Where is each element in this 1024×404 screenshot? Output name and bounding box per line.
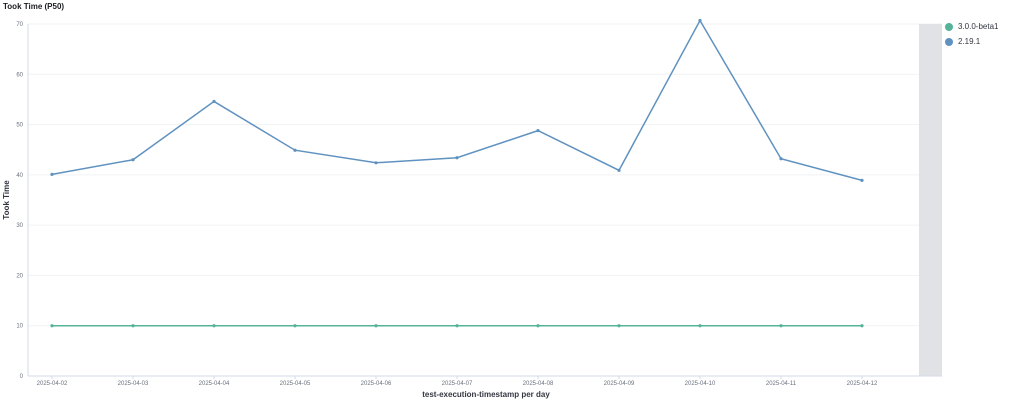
x-tick-label: 2025-04-08: [523, 381, 554, 387]
data-point-2-19-1[interactable]: [293, 148, 297, 152]
x-tick-label: 2025-04-10: [685, 381, 716, 387]
data-point-2-19-1[interactable]: [698, 18, 702, 23]
data-point-2-19-1[interactable]: [617, 168, 621, 172]
data-point-3-0-0-beta1[interactable]: [617, 324, 621, 328]
panel-title: Took Time (P50): [3, 2, 65, 11]
chart-axes: 0 10 20 30 40 50 60 70 2025-04-02 2025-04-03 2025-…: [16, 22, 942, 387]
data-point-2-19-1[interactable]: [131, 158, 135, 162]
data-point-3-0-0-beta1[interactable]: [50, 324, 54, 328]
data-point-2-19-1[interactable]: [860, 178, 864, 182]
data-point-3-0-0-beta1[interactable]: [536, 324, 540, 328]
y-tick-label: 70: [16, 22, 23, 28]
legend-dot-icon: [945, 37, 953, 46]
data-point-3-0-0-beta1[interactable]: [212, 324, 216, 328]
x-tick-label: 2025-04-03: [118, 381, 149, 387]
data-point-2-19-1[interactable]: [455, 156, 459, 160]
x-tick-label: 2025-04-11: [766, 381, 797, 387]
data-point-2-19-1[interactable]: [374, 161, 378, 165]
data-point-2-19-1[interactable]: [212, 99, 216, 104]
legend: 3.0.0-beta1 2.19.1: [945, 19, 998, 49]
y-tick-label: 20: [16, 273, 23, 279]
legend-dot-icon: [945, 22, 953, 31]
x-tick-label: 2025-04-04: [199, 381, 230, 387]
data-point-2-19-1[interactable]: [536, 129, 540, 133]
data-point-3-0-0-beta1[interactable]: [374, 324, 378, 328]
legend-scroll-bar[interactable]: [919, 24, 942, 376]
data-point-3-0-0-beta1[interactable]: [455, 324, 459, 328]
x-tick-label: 2025-04-12: [847, 381, 878, 387]
x-tick-label: 2025-04-05: [280, 381, 311, 387]
x-axis-title: test-execution-timestamp per day: [422, 390, 550, 399]
legend-item-2-19-1[interactable]: 2.19.1: [945, 34, 998, 49]
data-point-3-0-0-beta1[interactable]: [293, 324, 297, 328]
y-tick-label: 30: [16, 223, 23, 229]
chart-series: [50, 18, 864, 328]
y-tick-label: 0: [20, 374, 24, 380]
legend-item-3-0-0-beta1[interactable]: 3.0.0-beta1: [945, 19, 998, 34]
x-tick-label: 2025-04-07: [442, 381, 473, 387]
data-point-3-0-0-beta1[interactable]: [779, 324, 783, 328]
chart-gridlines: [28, 23, 942, 327]
y-tick-label: 50: [16, 123, 23, 129]
x-tick-label: 2025-04-09: [604, 381, 635, 387]
data-point-3-0-0-beta1[interactable]: [860, 324, 864, 328]
data-point-2-19-1[interactable]: [50, 172, 54, 176]
y-axis-title: Took Time: [2, 180, 11, 220]
legend-label: 2.19.1: [958, 37, 981, 46]
y-tick-label: 10: [16, 324, 23, 330]
legend-label: 3.0.0-beta1: [958, 22, 999, 31]
y-tick-label: 60: [16, 72, 23, 78]
x-tick-label: 2025-04-06: [361, 381, 392, 387]
data-point-3-0-0-beta1[interactable]: [131, 324, 135, 328]
data-point-2-19-1[interactable]: [779, 157, 783, 161]
y-tick-label: 40: [16, 173, 23, 179]
data-point-3-0-0-beta1[interactable]: [698, 324, 702, 328]
x-tick-label: 2025-04-02: [37, 381, 68, 387]
